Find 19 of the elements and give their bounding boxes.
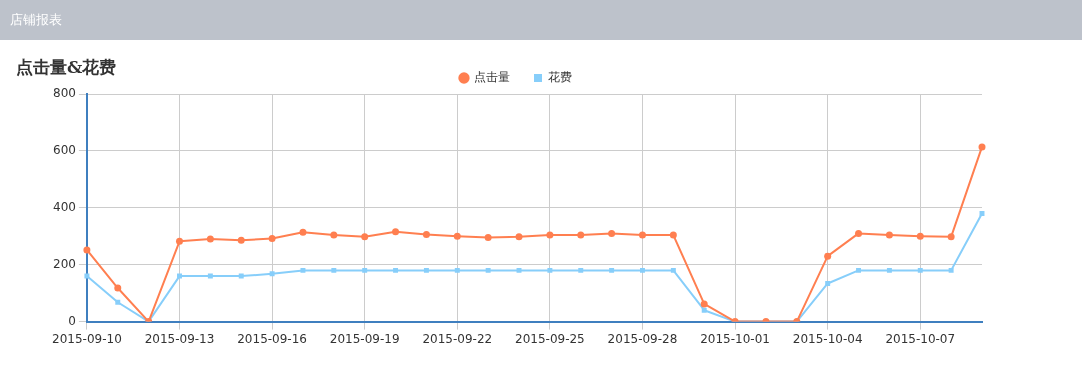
- x-tick-label: 2015-10-01: [700, 331, 770, 346]
- x-tick-label: 2015-09-19: [329, 331, 400, 346]
- legend-label: 花费: [548, 70, 572, 85]
- legend-label: 点击量: [474, 70, 510, 85]
- y-tick-label: 0: [68, 313, 76, 328]
- x-tick-label: 2015-09-28: [607, 331, 678, 346]
- x-tick-label: 2015-09-16: [237, 331, 307, 346]
- y-tick-label: 200: [53, 256, 76, 271]
- x-tick-label: 2015-09-22: [422, 331, 493, 346]
- x-tick-label: 2015-09-10: [52, 331, 122, 346]
- y-tick-label: 400: [53, 199, 76, 214]
- x-tick-label: 2015-10-07: [885, 331, 956, 346]
- chart-title: 点击量&花费: [16, 56, 117, 79]
- x-tick-label: 2015-09-13: [144, 331, 215, 346]
- y-tick-label: 800: [53, 86, 76, 101]
- y-tick-label: 600: [53, 143, 76, 158]
- text: 店铺报表: [0, 0, 1082, 40]
- x-tick-label: 2015-09-25: [515, 331, 585, 346]
- x-tick-label: 2015-10-04: [792, 331, 863, 346]
